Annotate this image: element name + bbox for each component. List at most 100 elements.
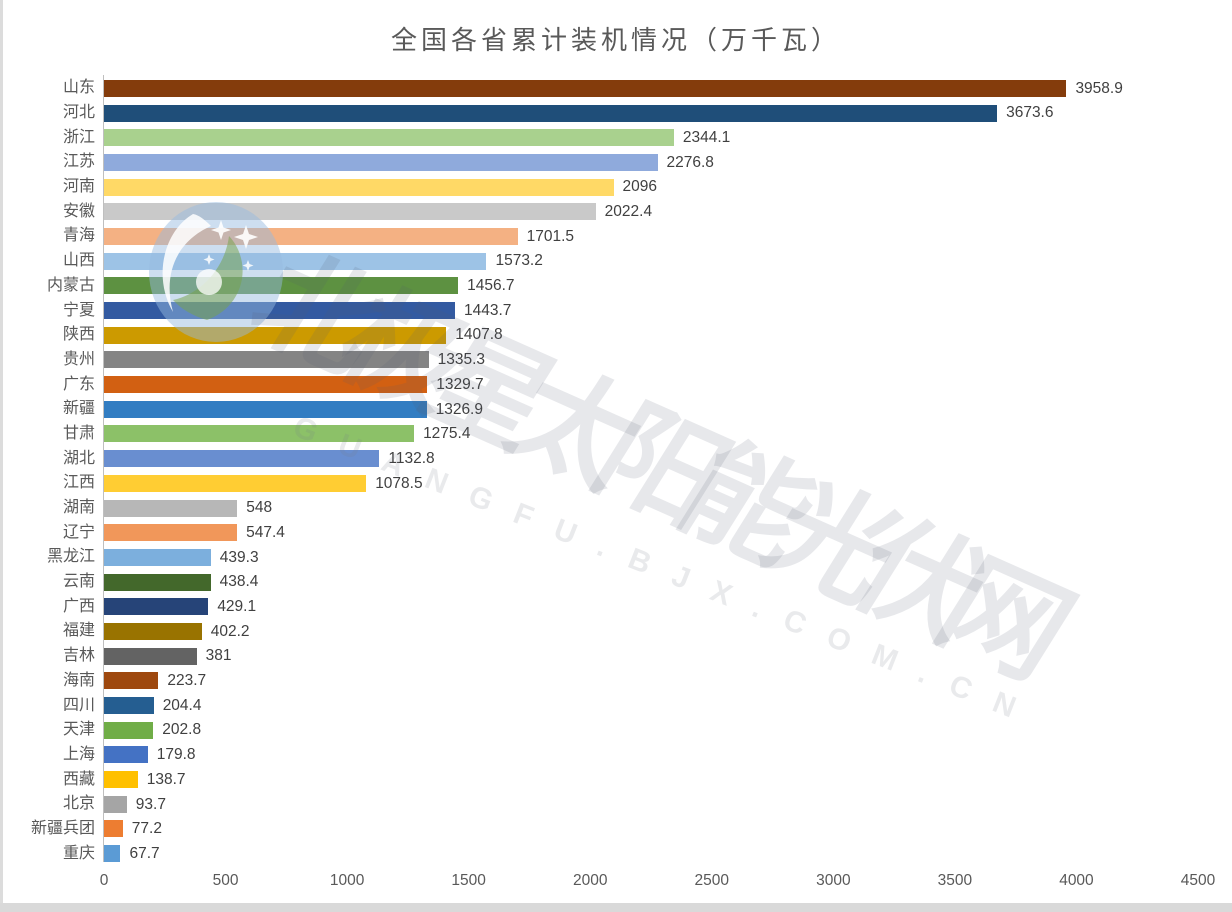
category-label: 贵州 (62, 350, 95, 368)
bar-北京[interactable] (104, 795, 127, 813)
x-tick-label: 0 (99, 872, 109, 889)
bar-江苏[interactable] (104, 153, 658, 171)
value-label: 67.7 (129, 844, 160, 862)
bar-江西[interactable] (104, 474, 367, 492)
value-label: 202.8 (162, 721, 202, 739)
category-label: 黑龙江 (46, 548, 95, 566)
value-label: 138.7 (146, 770, 186, 788)
bar-row: 江西 1078.5 (63, 471, 1198, 496)
value-label: 1326.9 (435, 400, 483, 418)
bar-row: 广西 429.1 (63, 594, 1198, 619)
x-tick-label: 1500 (451, 872, 486, 889)
bar-row: 贵州 1335.3 (63, 348, 1198, 373)
bar-row: 湖北 1132.8 (63, 446, 1198, 471)
bar-广东[interactable] (104, 376, 428, 394)
category-label: 天津 (62, 721, 95, 739)
value-label: 77.2 (131, 820, 162, 838)
bar-新疆[interactable] (104, 400, 427, 418)
category-label: 西藏 (62, 770, 95, 788)
bar-河北[interactable] (104, 104, 998, 122)
x-tick-label: 1000 (329, 872, 365, 889)
bar-row: 西藏 138.7 (63, 767, 1198, 792)
x-tick-label: 2500 (694, 872, 730, 889)
bar-上海[interactable] (104, 746, 148, 764)
bar-row: 黑龙江 439.3 (47, 545, 1198, 570)
category-label: 青海 (62, 227, 95, 245)
x-tick-label: 3000 (816, 872, 851, 889)
value-label: 3673.6 (1006, 104, 1054, 122)
value-label: 1573.2 (495, 252, 543, 270)
bar-row: 上海 179.8 (63, 743, 1198, 768)
bar-row: 天津 202.8 (63, 718, 1198, 743)
bar-河南[interactable] (104, 178, 614, 196)
bar-新疆兵团[interactable] (104, 820, 123, 838)
bar-甘肃[interactable] (104, 425, 415, 443)
bar-row: 山东 3958.9 (63, 76, 1198, 101)
value-label: 547.4 (246, 523, 285, 541)
bar-湖南[interactable] (104, 499, 238, 517)
category-label: 甘肃 (62, 424, 95, 442)
bar-row: 安徽 2022.4 (63, 199, 1198, 224)
category-label: 海南 (62, 671, 95, 689)
x-tick-label: 500 (212, 872, 239, 889)
x-tick-label: 3500 (937, 872, 973, 889)
bar-row: 福建 402.2 (63, 619, 1198, 644)
bar-天津[interactable] (104, 721, 154, 739)
bar-海南[interactable] (104, 672, 159, 690)
value-label: 548 (246, 499, 273, 517)
value-label: 2344.1 (682, 128, 731, 146)
bar-广西[interactable] (104, 598, 209, 616)
bar-row: 四川 204.4 (63, 693, 1198, 718)
category-label: 云南 (62, 573, 95, 591)
bar-浙江[interactable] (104, 129, 674, 147)
bar-重庆[interactable] (104, 845, 121, 863)
category-label: 河南 (62, 178, 95, 196)
bar-row: 甘肃 1275.4 (63, 422, 1198, 447)
window-edge-left (0, 0, 3, 903)
value-label: 1078.5 (375, 474, 423, 492)
category-label: 湖北 (62, 449, 95, 467)
bar-贵州[interactable] (104, 351, 429, 369)
category-label: 上海 (62, 745, 95, 763)
category-label: 山西 (62, 252, 95, 270)
value-label: 381 (205, 647, 232, 665)
bar-黑龙江[interactable] (104, 548, 211, 566)
bar-内蒙古[interactable] (104, 277, 459, 295)
bar-row: 海南 223.7 (63, 669, 1198, 694)
bar-row: 北京 93.7 (63, 792, 1198, 817)
bar-宁夏[interactable] (104, 302, 455, 320)
bar-陕西[interactable] (104, 326, 447, 344)
window-edge-bottom (0, 903, 1232, 912)
bar-row: 辽宁 547.4 (63, 520, 1198, 545)
category-label: 辽宁 (62, 523, 95, 541)
x-tick-label: 2000 (572, 872, 608, 889)
bar-row: 新疆 1326.9 (63, 397, 1198, 422)
chart-title: 全国各省累计装机情况（万千瓦） (390, 25, 841, 55)
value-label: 429.1 (217, 598, 257, 616)
bar-青海[interactable] (104, 227, 518, 245)
category-label: 陕西 (62, 326, 95, 344)
value-label: 3958.9 (1075, 79, 1123, 97)
bar-辽宁[interactable] (104, 524, 238, 542)
value-label: 204.4 (162, 696, 202, 714)
bar-山西[interactable] (104, 252, 487, 270)
bar-row: 陕西 1407.8 (63, 323, 1198, 348)
bar-湖北[interactable] (104, 450, 380, 468)
bar-row: 广东 1329.7 (63, 372, 1198, 397)
bar-云南[interactable] (104, 573, 211, 591)
plot-area: 山东 3958.9 河北 3673.6 浙江 2344.1 江苏 2276.8 河南 2096 安徽… (31, 76, 1198, 866)
bar-山东[interactable] (104, 79, 1067, 97)
bar-吉林[interactable] (104, 647, 197, 665)
value-label: 1335.3 (437, 351, 486, 369)
bar-row: 吉林 381 (63, 644, 1198, 669)
bar-row: 云南 438.4 (63, 570, 1198, 595)
bar-四川[interactable] (104, 697, 154, 715)
value-label: 179.8 (156, 746, 196, 764)
bar-福建[interactable] (104, 622, 202, 640)
value-label: 1329.7 (436, 375, 484, 393)
bar-西藏[interactable] (104, 771, 138, 789)
value-label: 1701.5 (526, 227, 575, 245)
bar-安徽[interactable] (104, 203, 596, 221)
bar-row: 河北 3673.6 (63, 101, 1198, 126)
